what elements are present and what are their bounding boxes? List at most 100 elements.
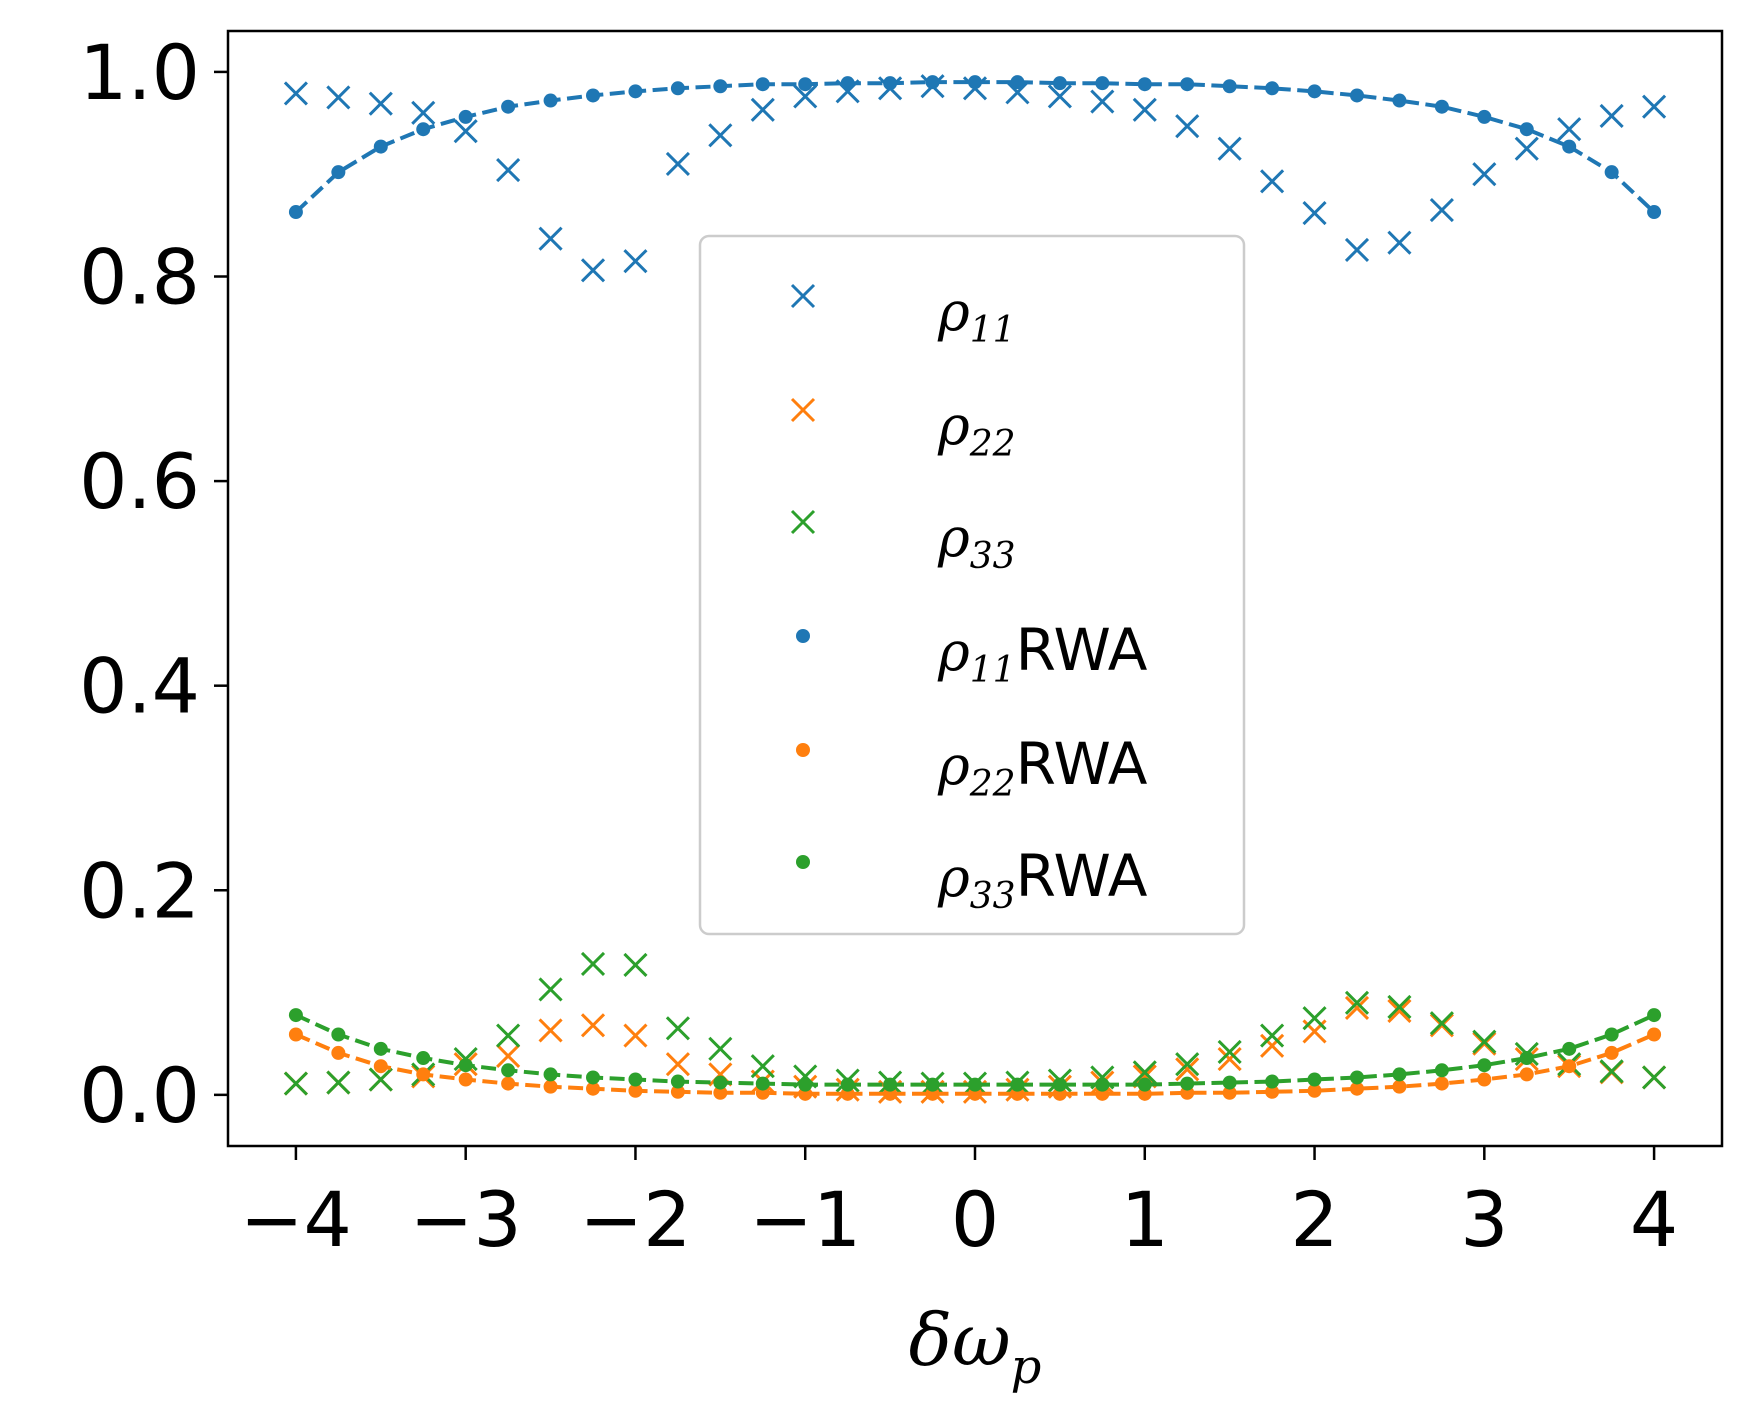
data-point-dot: [1392, 1067, 1407, 1082]
data-point-dot: [713, 1085, 728, 1100]
legend-label-base: ρ: [937, 280, 970, 343]
legend-frame: [698, 234, 1246, 936]
data-point-dot: [1604, 1045, 1619, 1060]
x-tick-label: −2: [579, 1175, 691, 1264]
data-point-dot: [1519, 1051, 1534, 1066]
data-point-dot: [1095, 76, 1110, 91]
legend-label: ρ33RWA: [937, 842, 1148, 917]
data-point-x: [326, 85, 351, 110]
data-point-x: [708, 1036, 733, 1061]
data-point-x: [1132, 97, 1157, 122]
data-point-dot: [1052, 1077, 1067, 1092]
data-point-x: [708, 123, 733, 148]
legend-label: ρ22: [937, 394, 1016, 465]
legend-marker: [790, 397, 816, 423]
data-point-dot: [1604, 165, 1619, 180]
data-point-x: [368, 91, 393, 116]
data-point-x: [1344, 995, 1370, 1020]
data-point-dot: [968, 75, 982, 90]
data-point-x: [496, 1023, 521, 1048]
legend-marker: [796, 743, 810, 757]
data-point-x: [580, 258, 606, 283]
data-point-dot: [1349, 88, 1364, 103]
x-tick-label: −3: [410, 1175, 522, 1264]
data-point-x: [538, 977, 563, 1002]
data-point-x: [538, 226, 563, 251]
data-point-x: [1472, 1029, 1497, 1054]
data-point-dot: [1010, 1077, 1025, 1092]
x-tick-label: 4: [1630, 1175, 1678, 1264]
legend-marker: [796, 855, 810, 869]
data-point-x: [623, 249, 648, 274]
data-point-dot: [798, 77, 813, 92]
data-point-x: [283, 81, 308, 106]
data-point-x: [1472, 162, 1497, 187]
data-point-dot: [1222, 1075, 1237, 1090]
data-point-dot: [458, 109, 473, 124]
data-point-x: [411, 100, 436, 125]
data-point-dot: [968, 1077, 982, 1092]
data-point-dot: [883, 76, 898, 91]
data-point-dot: [840, 1077, 855, 1092]
data-point-dot: [713, 1075, 728, 1090]
y-tick-label: 1.0: [79, 28, 200, 117]
data-point-dot: [1392, 1079, 1407, 1094]
legend-item-rho22: ρ22: [790, 394, 1016, 465]
data-point-dot: [1349, 1070, 1364, 1085]
data-point-x: [1260, 169, 1285, 194]
data-point-x: [1217, 136, 1242, 161]
data-point-x: [1599, 1059, 1624, 1084]
data-point-x: [580, 951, 606, 976]
legend-label-base: ρ: [937, 394, 970, 457]
data-point-dot: [501, 1076, 516, 1091]
data-point-x: [1302, 201, 1327, 226]
data-point-dot: [798, 1077, 813, 1092]
data-point-dot: [1265, 81, 1280, 96]
legend-label-suffix: RWA: [1016, 842, 1148, 910]
data-point-dot: [1307, 1083, 1322, 1098]
data-point-x: [1429, 197, 1454, 223]
legend-label-sub: 22: [969, 424, 1016, 465]
data-point-x: [1175, 1057, 1200, 1082]
data-point-x: [580, 1013, 606, 1038]
data-point-x: [1302, 1006, 1327, 1031]
data-point-dot: [840, 76, 855, 91]
legend-label-base: ρ: [937, 734, 970, 797]
data-point-x: [1217, 1039, 1242, 1064]
data-point-x: [1217, 1046, 1242, 1072]
data-point-dot: [628, 1072, 643, 1087]
data-point-x: [1387, 230, 1412, 255]
data-point-dot: [670, 1074, 685, 1089]
data-point-dot: [1180, 1076, 1195, 1091]
data-point-x: [750, 97, 775, 122]
legend-label-base: ρ: [937, 620, 970, 683]
data-point-x: [453, 119, 478, 144]
series-rho11: [283, 74, 1667, 283]
data-point-x: [1557, 117, 1582, 142]
data-point-dot: [501, 1063, 516, 1078]
data-point-dot: [331, 1045, 346, 1060]
data-point-dot: [586, 1081, 601, 1096]
data-point-dot: [416, 1051, 431, 1066]
data-point-x: [496, 1043, 521, 1069]
data-point-x: [1175, 1052, 1200, 1077]
data-point-dot: [416, 122, 431, 137]
data-point-dot: [1647, 205, 1662, 220]
data-point-dot: [1265, 1074, 1280, 1089]
data-point-x: [1387, 998, 1412, 1024]
data-point-x: [623, 1023, 648, 1048]
data-point-dot: [1434, 99, 1449, 114]
data-point-x: [1514, 136, 1539, 161]
legend-item-rho33: ρ33: [790, 506, 1016, 577]
legend-item-rho33rwa: ρ33RWA: [796, 842, 1148, 917]
legend-marker: [790, 509, 816, 535]
x-tick-label: −1: [749, 1175, 861, 1264]
data-point-dot: [1562, 1041, 1577, 1056]
data-point-x: [1642, 1065, 1667, 1090]
axis-ticks: −4 −3 −2 −1 0 1 2 3 4 0.0 0.2 0.4 0.6 0.8 1.0: [79, 28, 1678, 1264]
data-point-dot: [458, 1072, 473, 1087]
legend-label: ρ22RWA: [937, 730, 1148, 805]
legend-marker: [796, 629, 810, 643]
data-point-x: [326, 1070, 351, 1095]
